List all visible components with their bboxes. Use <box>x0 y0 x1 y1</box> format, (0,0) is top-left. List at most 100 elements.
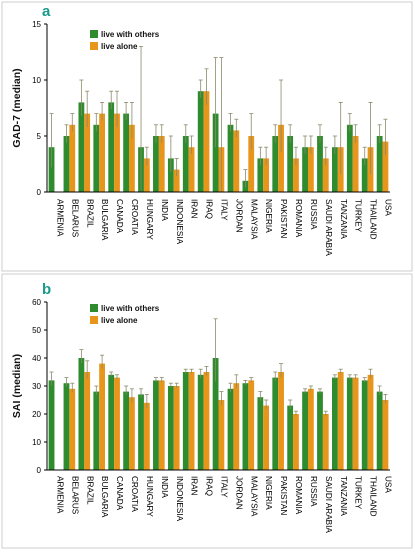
x-tick-label: BRAZIL <box>85 476 94 505</box>
y-axis-label: GAD-7 (median) <box>11 68 23 147</box>
bar-live-alone <box>188 147 195 192</box>
bar-live-with-others <box>153 380 159 470</box>
bar-live-alone <box>99 363 105 470</box>
x-tick-label: BULGARIA <box>100 476 109 518</box>
bar-live-alone <box>203 91 210 192</box>
x-tick-label: HUNGARY <box>145 199 154 240</box>
panel-label: b <box>42 281 51 298</box>
x-tick-label: INDONESIA <box>175 476 184 522</box>
bar-live-alone <box>367 374 374 470</box>
bar-live-with-others <box>182 136 189 192</box>
bar-live-alone <box>158 380 165 470</box>
bar-live-alone <box>382 400 389 470</box>
bar-live-with-others <box>197 91 204 192</box>
x-tick-label: MALAYSIA <box>249 199 258 240</box>
bar-live-alone <box>263 158 270 192</box>
x-tick-label: ITALY <box>220 476 229 498</box>
y-tick-label: 40 <box>32 354 41 363</box>
x-tick-label: RUSSIA <box>309 476 318 507</box>
bar-live-alone <box>307 147 314 192</box>
x-tick-label: THAILAND <box>369 476 378 517</box>
x-tick-label: JORDAN <box>234 476 243 510</box>
legend-label: live alone <box>101 42 138 51</box>
x-tick-label: CROATIA <box>130 199 139 235</box>
bar-live-with-others <box>376 391 383 470</box>
bar-live-alone <box>143 158 150 192</box>
bar-live-with-others <box>212 358 219 470</box>
x-tick-label: THAILAND <box>369 199 378 240</box>
legend-swatch-live-with-others <box>90 30 98 38</box>
x-tick-label: INDIA <box>160 476 169 498</box>
y-tick-label: 0 <box>37 188 42 197</box>
y-tick-label: 10 <box>32 438 41 447</box>
bar-live-with-others <box>317 391 323 470</box>
bar-live-with-others <box>346 124 353 192</box>
bar-live-with-others <box>108 102 115 192</box>
bar-live-alone <box>278 124 284 192</box>
panel-label: a <box>42 3 51 20</box>
x-tick-label: IRAN <box>190 199 199 219</box>
y-tick-label: 20 <box>32 410 41 419</box>
x-tick-label: RUSSIA <box>309 199 318 230</box>
bar-live-alone <box>173 169 180 192</box>
bar-live-alone <box>173 386 180 470</box>
bar-live-with-others <box>63 383 70 470</box>
bar-live-with-others <box>227 124 234 192</box>
x-tick-label: JORDAN <box>234 199 243 233</box>
x-tick-label: IRAN <box>190 476 199 496</box>
legend-swatch-live-alone <box>90 42 98 50</box>
bar-live-with-others <box>123 113 130 192</box>
bar-live-with-others <box>317 136 323 192</box>
bar-live-alone <box>307 388 314 470</box>
bar-live-with-others <box>167 158 174 192</box>
x-tick-label: BULGARIA <box>100 199 109 241</box>
bar-live-alone <box>322 414 329 470</box>
bar-live-alone <box>84 113 91 192</box>
bar-live-with-others <box>197 374 204 470</box>
x-tick-label: CANADA <box>115 476 124 511</box>
bar-live-with-others <box>302 147 308 192</box>
bar-live-alone <box>293 414 299 470</box>
y-axis-label: SAI (median) <box>11 354 23 418</box>
x-tick-label: MALAYSIA <box>249 476 258 517</box>
bar-live-with-others <box>332 377 338 470</box>
bar-live-alone <box>203 372 210 470</box>
bar-live-with-others <box>227 388 234 470</box>
x-tick-label: ARMENIA <box>55 476 64 514</box>
bar-live-alone <box>114 377 120 470</box>
bar-live-with-others <box>287 405 294 470</box>
x-tick-label: CANADA <box>115 199 124 234</box>
x-tick-label: PAKISTAN <box>279 199 288 238</box>
bar-live-alone <box>382 141 389 192</box>
bar-live-alone <box>99 113 105 192</box>
x-tick-label: TURKEY <box>354 199 363 233</box>
x-tick-label: IRAQ <box>205 199 214 219</box>
y-tick-label: 0 <box>37 466 42 475</box>
bar-live-with-others <box>123 391 130 470</box>
bar-live-alone <box>248 380 255 470</box>
bar-live-with-others <box>287 136 294 192</box>
bar-live-alone <box>143 402 150 470</box>
y-tick-label: 60 <box>32 298 41 307</box>
chart-panel-b: b 0 10 20 30 40 50 60 SAI (median) ARMENIA BELARUS… <box>1 273 413 549</box>
bar-live-with-others <box>48 380 55 470</box>
bar-live-alone <box>322 158 329 192</box>
bar-live-alone <box>129 397 135 470</box>
y-tick-label: 30 <box>32 382 41 391</box>
bar-live-with-others <box>272 136 279 192</box>
x-tick-label: ITALY <box>220 199 229 221</box>
legend-label: live alone <box>101 316 138 325</box>
bar-live-with-others <box>257 158 264 192</box>
bar-live-with-others <box>78 358 85 470</box>
x-tick-label: ROMANIA <box>294 476 303 515</box>
legend-swatch-live-alone <box>90 316 98 324</box>
panel-frame <box>1 1 413 272</box>
bar-live-with-others <box>257 397 264 470</box>
bar-live-with-others <box>272 377 279 470</box>
x-tick-label: NIGERIA <box>264 476 273 510</box>
x-tick-label: USA <box>384 476 393 493</box>
bar-live-alone <box>69 388 76 470</box>
bar-live-with-others <box>212 113 219 192</box>
